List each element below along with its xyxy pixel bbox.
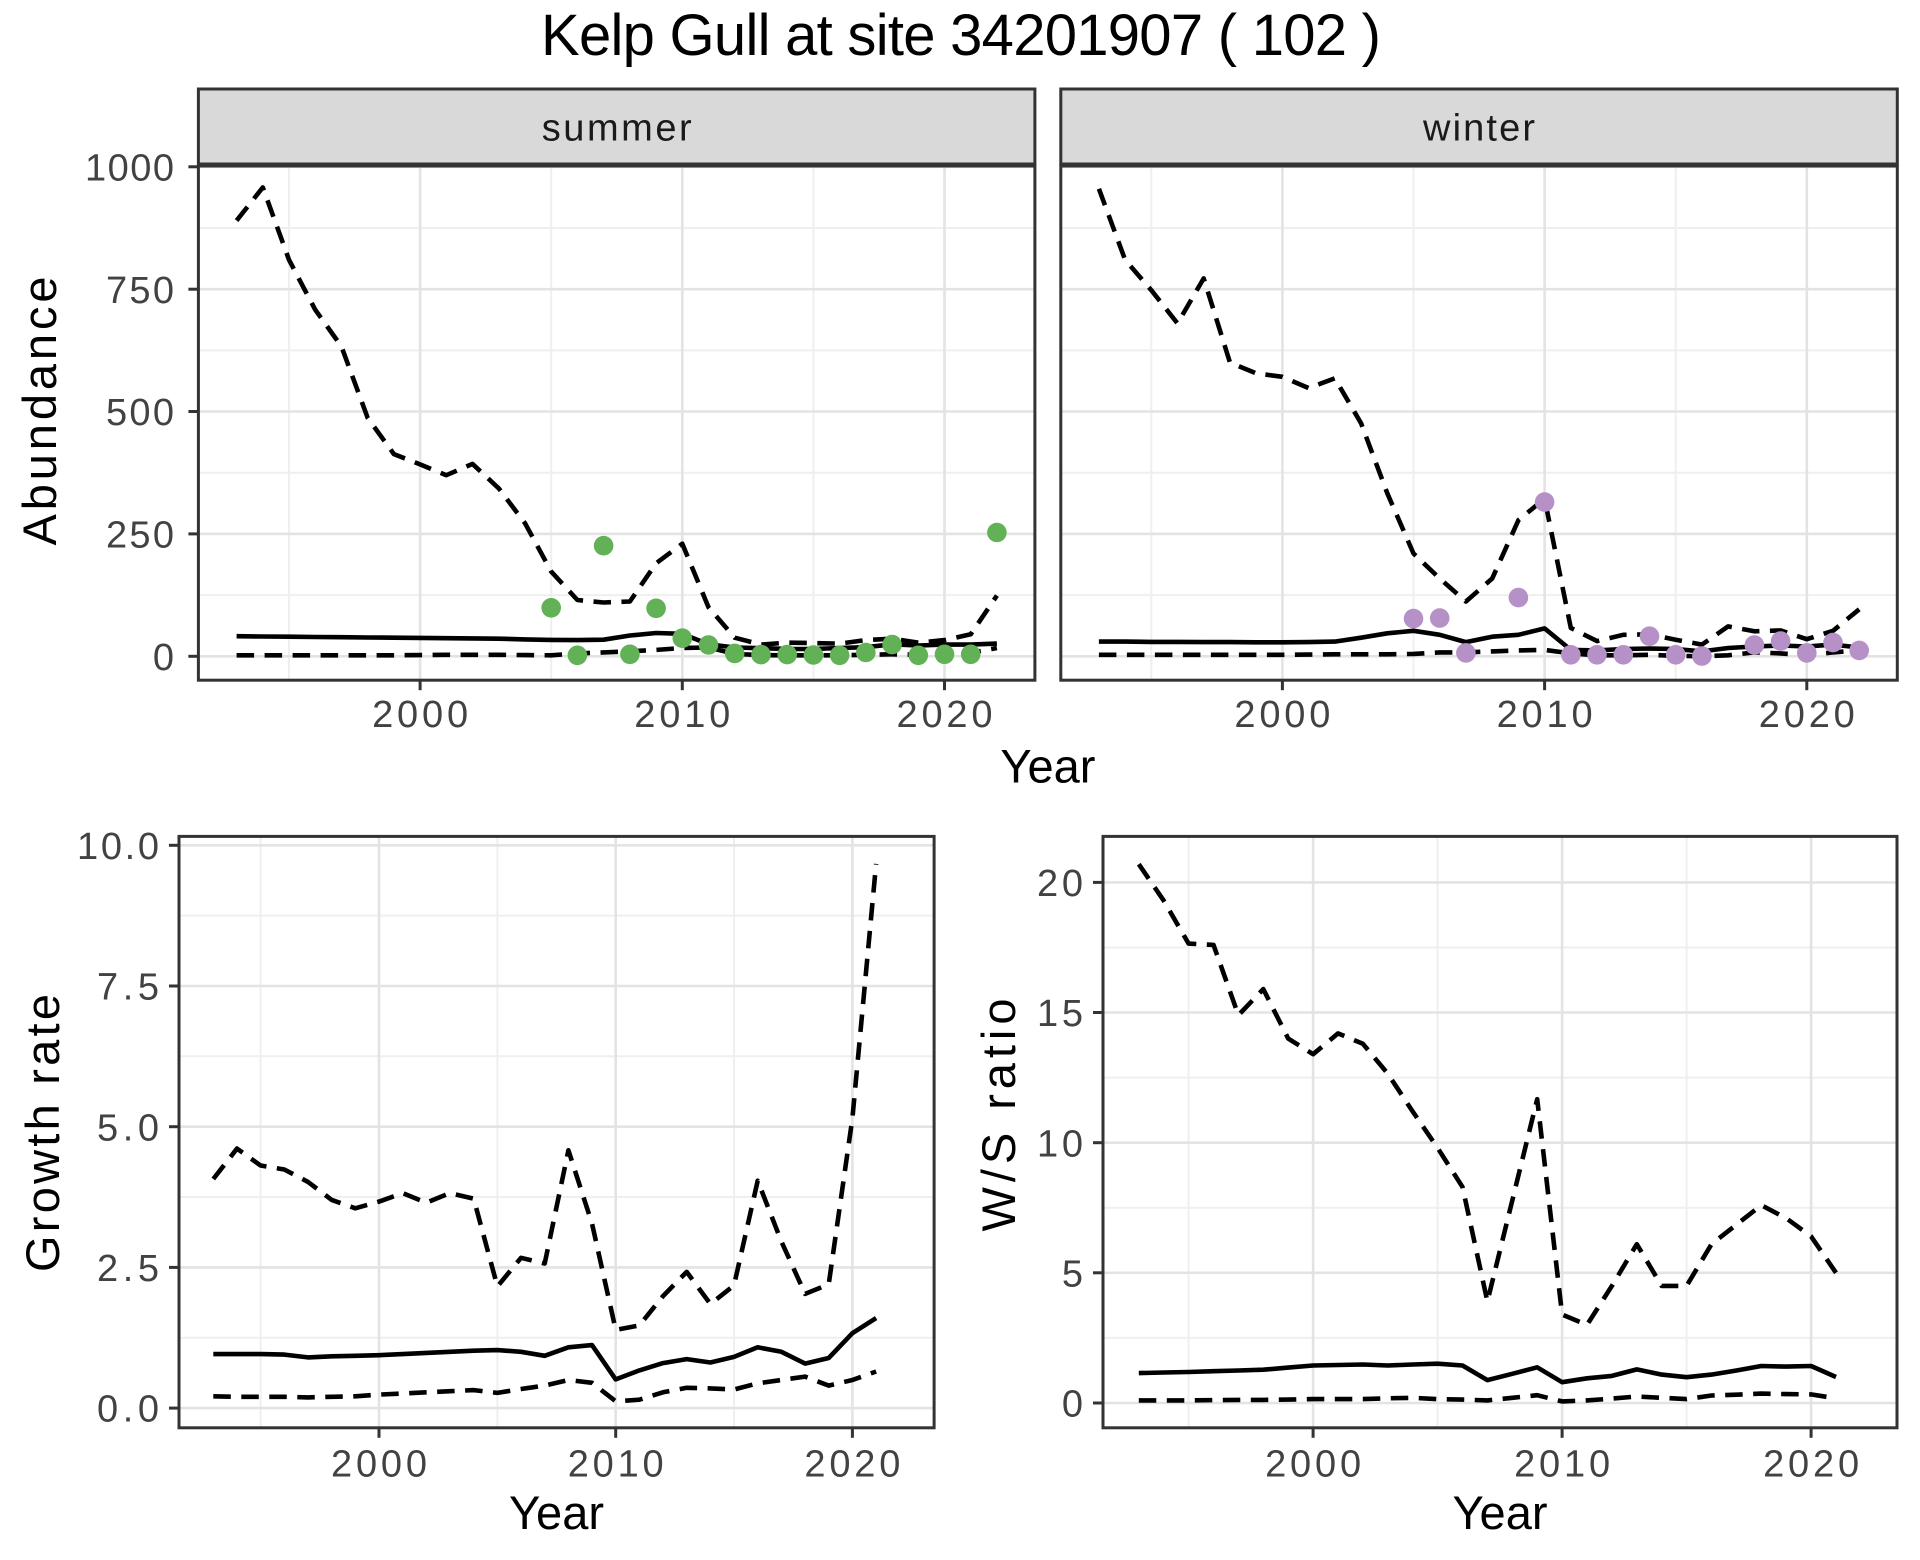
svg-text:750: 750 [106, 270, 174, 312]
svg-text:Kelp Gull at site 34201907 ( 1: Kelp Gull at site 34201907 ( 102 ) [541, 3, 1381, 68]
svg-text:7.5: 7.5 [97, 967, 159, 1009]
svg-text:0: 0 [1062, 1384, 1083, 1426]
svg-text:250: 250 [106, 515, 174, 557]
svg-text:summer: summer [542, 108, 692, 150]
svg-text:2.5: 2.5 [97, 1248, 159, 1290]
svg-text:Abundance: Abundance [13, 277, 66, 546]
svg-text:5.0: 5.0 [97, 1107, 159, 1149]
svg-text:W/S ratio: W/S ratio [972, 999, 1025, 1232]
svg-text:Year: Year [509, 1486, 604, 1539]
svg-text:0.0: 0.0 [97, 1389, 159, 1431]
svg-text:Year: Year [1000, 740, 1095, 793]
svg-text:0: 0 [153, 637, 174, 679]
svg-text:5: 5 [1062, 1253, 1083, 1295]
svg-text:1000: 1000 [85, 147, 174, 189]
svg-text:500: 500 [106, 392, 174, 434]
svg-text:winter: winter [1422, 108, 1535, 150]
svg-text:10.0: 10.0 [77, 826, 159, 868]
svg-text:Year: Year [1453, 1486, 1548, 1539]
